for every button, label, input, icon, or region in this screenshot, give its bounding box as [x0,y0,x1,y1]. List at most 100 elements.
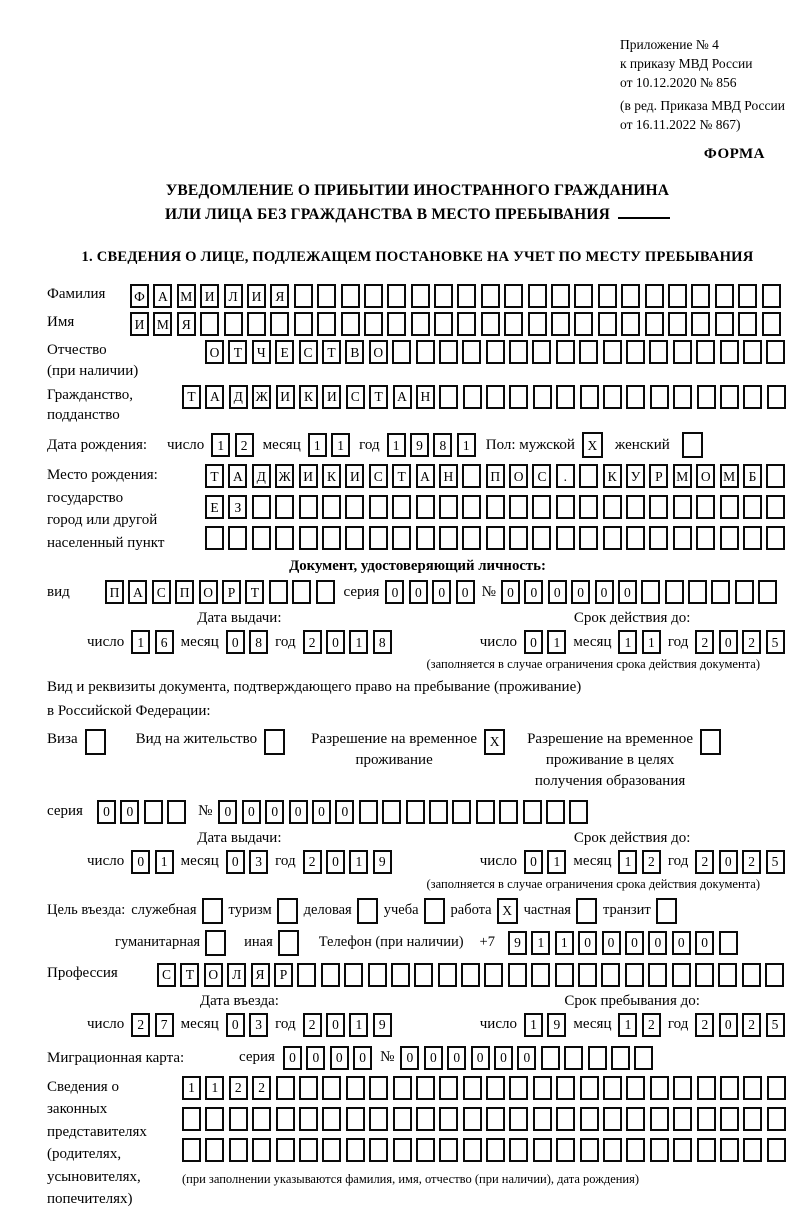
migration-number-cell[interactable]: 0 [470,1045,490,1070]
valid-month-cell[interactable]: 1 [641,630,661,655]
name-cell[interactable] [714,312,734,337]
patronymic-cell[interactable] [672,340,692,365]
doc-type-cell[interactable]: Т [245,580,265,605]
birthplace-cell[interactable] [742,526,762,551]
purpose-transit-cell[interactable] [655,897,677,924]
citizenship-cell[interactable] [556,384,576,409]
birth-day-cell[interactable]: 2 [234,433,254,458]
residence-number-cell[interactable] [545,799,565,824]
birthplace-cell[interactable] [719,526,739,551]
doc-seriya-cell[interactable]: 0 [432,580,452,605]
birthplace-cell[interactable]: Д [251,464,271,489]
sex-male-cell[interactable]: X [581,432,603,459]
representative-cell[interactable] [205,1137,225,1162]
representative-cell[interactable]: 1 [205,1075,225,1100]
representative-cell[interactable] [649,1075,669,1100]
representative-cell[interactable] [439,1137,459,1162]
migration-number-cell[interactable] [634,1045,654,1070]
document-number-blank[interactable] [618,217,671,220]
birthplace-cell[interactable] [251,526,271,551]
patronymic-cell[interactable]: О [205,340,224,365]
representative-cell[interactable] [415,1106,435,1131]
entry-day-cell[interactable]: 7 [154,1012,174,1037]
birthplace-cell[interactable] [205,526,224,551]
name-cell[interactable] [293,312,313,337]
representative-cell[interactable] [626,1106,646,1131]
patronymic-cell[interactable] [766,340,786,365]
stay-day-cell[interactable]: 1 [523,1012,543,1037]
phone-digit-cell[interactable]: 9 [507,930,527,955]
citizenship-cell[interactable]: Т [369,384,389,409]
stay-month-cell[interactable]: 1 [618,1012,638,1037]
doc-number-cell[interactable] [664,580,684,605]
name-cell[interactable]: М [153,312,173,337]
patronymic-cell[interactable] [509,340,529,365]
edu-residence-cell[interactable] [700,728,722,755]
doc-type-cell[interactable]: С [151,580,171,605]
issue-month-cell[interactable]: 0 [225,630,245,655]
purpose-work-cell[interactable]: X [496,897,518,924]
birthplace-cell[interactable]: М [672,464,692,489]
issue-year-cell[interactable]: 0 [325,849,345,874]
surname-cell[interactable] [293,284,313,309]
representative-cell[interactable] [322,1075,342,1100]
birth-day-cell[interactable]: 1 [211,433,231,458]
migration-seriya-cell[interactable]: 0 [329,1045,349,1070]
birthplace-cell[interactable] [415,495,435,520]
birthplace-cell[interactable] [321,495,341,520]
representative-cell[interactable] [298,1106,318,1131]
citizenship-cell[interactable] [719,384,739,409]
issue-year-cell[interactable]: 2 [302,630,322,655]
birthplace-cell[interactable]: Н [438,464,458,489]
surname-cell[interactable] [410,284,430,309]
citizenship-cell[interactable] [462,384,482,409]
representative-cell[interactable] [275,1106,295,1131]
entry-month-cell[interactable]: 0 [225,1012,245,1037]
citizenship-cell[interactable]: А [392,384,412,409]
representative-cell[interactable] [603,1137,623,1162]
profession-cell[interactable] [601,962,621,987]
profession-cell[interactable] [461,962,481,987]
name-cell[interactable] [480,312,500,337]
birthplace-cell[interactable] [392,495,412,520]
representative-cell[interactable] [392,1075,412,1100]
representative-cell[interactable] [649,1137,669,1162]
representative-cell[interactable] [696,1137,716,1162]
surname-cell[interactable] [457,284,477,309]
migration-number-cell[interactable] [540,1045,560,1070]
patronymic-cell[interactable]: С [298,340,318,365]
name-cell[interactable] [761,312,781,337]
birthplace-cell[interactable]: И [298,464,318,489]
name-cell[interactable] [574,312,594,337]
birthplace-cell[interactable]: Е [205,495,224,520]
profession-cell[interactable]: О [203,962,223,987]
birthplace-cell[interactable] [392,526,412,551]
valid-year-cell[interactable]: 2 [742,849,762,874]
phone-digit-cell[interactable]: 0 [648,930,668,955]
birthplace-cell[interactable]: А [415,464,435,489]
birthplace-cell[interactable] [602,495,622,520]
name-cell[interactable] [340,312,360,337]
visa-cell[interactable] [84,728,106,755]
patronymic-cell[interactable] [438,340,458,365]
representative-cell[interactable] [579,1137,599,1162]
birthplace-cell[interactable] [438,526,458,551]
profession-cell[interactable]: Л [227,962,247,987]
representative-cell[interactable] [486,1106,506,1131]
phone-digit-cell[interactable]: 0 [624,930,644,955]
birthplace-cell[interactable] [462,526,482,551]
birthplace-cell[interactable]: П [485,464,505,489]
valid-month-cell[interactable]: 1 [618,630,638,655]
citizenship-cell[interactable] [696,384,716,409]
profession-cell[interactable]: Я [250,962,270,987]
birthplace-cell[interactable] [579,495,599,520]
representative-cell[interactable] [439,1106,459,1131]
profession-cell[interactable] [414,962,434,987]
representative-cell[interactable] [509,1137,529,1162]
representative-cell[interactable] [556,1137,576,1162]
valid-year-cell[interactable]: 2 [742,630,762,655]
birthplace-cell[interactable] [485,526,505,551]
representative-cell[interactable] [532,1137,552,1162]
birthplace-cell[interactable] [626,495,646,520]
phone-digit-cell[interactable] [718,930,738,955]
